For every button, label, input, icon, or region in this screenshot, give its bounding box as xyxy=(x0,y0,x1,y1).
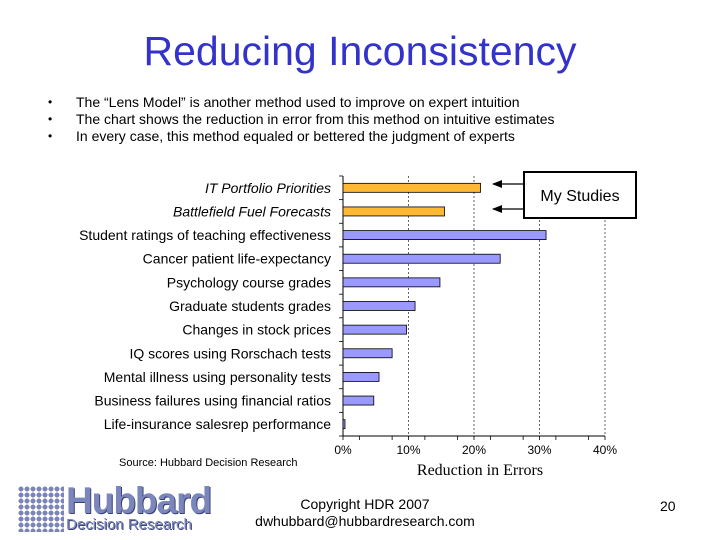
bar xyxy=(342,348,393,359)
bullet-item: • The “Lens Model” is another method used… xyxy=(48,94,555,111)
bullet-item: • The chart shows the reduction in error … xyxy=(48,111,555,128)
bar xyxy=(342,324,407,335)
bar xyxy=(342,419,346,430)
bar xyxy=(342,277,441,288)
x-axis-title: Reduction in Errors xyxy=(416,462,544,479)
x-tick-label: 0% xyxy=(334,443,352,457)
category-label: Student ratings of teaching effectivenes… xyxy=(79,227,331,243)
logo-wordmark: Hubbard xyxy=(66,480,212,521)
bullet-text: The chart shows the reduction in error f… xyxy=(76,111,555,127)
contact-email: dwhubbard@hubbardresearch.com xyxy=(255,513,475,529)
bullet-dot: • xyxy=(48,95,53,109)
category-label: Cancer patient life-expectancy xyxy=(143,251,331,267)
bar xyxy=(342,395,375,406)
category-label: Mental illness using personality tests xyxy=(104,369,331,385)
category-label: Psychology course grades xyxy=(167,274,331,290)
category-label: Business failures using financial ratios xyxy=(94,393,331,409)
my-studies-callout: My Studies xyxy=(523,171,637,219)
bullet-list: • The “Lens Model” is another method used… xyxy=(48,94,555,145)
logo-dot-grid-icon xyxy=(18,486,64,532)
bar xyxy=(342,253,501,264)
category-label: Life-insurance salesrep performance xyxy=(104,416,331,432)
x-tick-label: 20% xyxy=(462,443,486,457)
category-label: Graduate students grades xyxy=(169,298,331,314)
category-label: Changes in stock prices xyxy=(182,322,331,338)
bar xyxy=(342,230,547,240)
bar-chart: 0% 10% 20% 30% 40% IT Portfolio Priorities Bat… xyxy=(79,175,617,457)
bullet-dot: • xyxy=(48,129,53,143)
category-label: IT Portfolio Priorities xyxy=(205,180,331,196)
x-tick-label: 10% xyxy=(396,443,420,457)
x-tick-label: 30% xyxy=(527,443,551,457)
hubbard-logo: Hubbard Decision Research xyxy=(18,480,228,534)
bullet-text: The “Lens Model” is another method used … xyxy=(76,94,520,110)
category-label: IQ scores using Rorschach tests xyxy=(129,345,331,361)
bullet-text: In every case, this method equaled or be… xyxy=(76,128,515,144)
bullet-item: • In every case, this method equaled or b… xyxy=(48,128,555,145)
bar xyxy=(342,182,481,193)
logo-subtitle: Decision Research xyxy=(66,516,192,533)
bullet-dot: • xyxy=(48,112,53,126)
source-note: Source: Hubbard Decision Research xyxy=(119,457,298,469)
bar xyxy=(342,301,416,311)
page-number: 20 xyxy=(660,498,676,514)
bar xyxy=(342,372,380,382)
copyright-block: Copyright HDR 2007 dwhubbard@hubbardrese… xyxy=(240,496,490,530)
page-title: Reducing Inconsistency xyxy=(143,28,577,74)
x-tick-label: 40% xyxy=(593,443,617,457)
copyright-line: Copyright HDR 2007 xyxy=(300,496,430,512)
bar xyxy=(342,206,445,217)
category-label: Battlefield Fuel Forecasts xyxy=(173,203,331,219)
